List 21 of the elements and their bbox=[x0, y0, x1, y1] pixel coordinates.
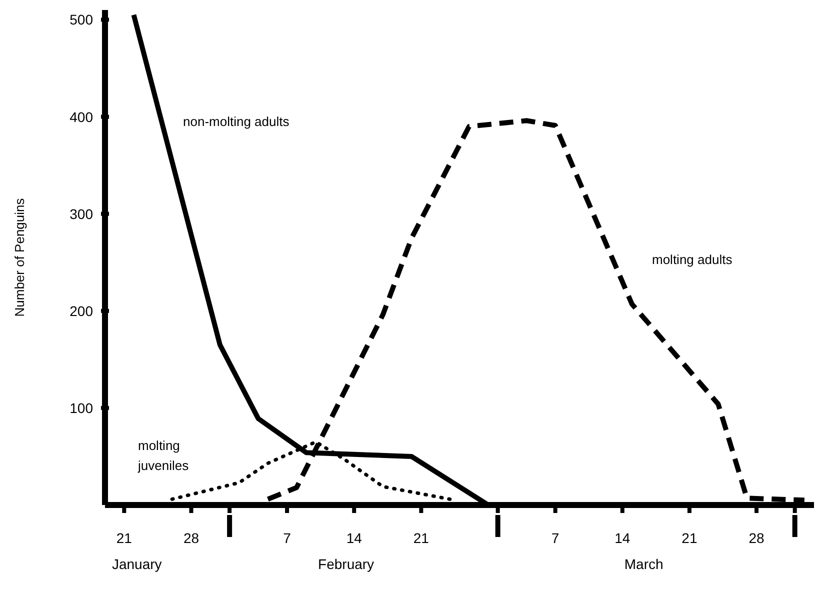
x-tick-label: 28 bbox=[748, 530, 765, 546]
series-label: molting juveniles bbox=[138, 437, 190, 475]
x-tick-label: 7 bbox=[283, 530, 292, 546]
text: molting adults bbox=[652, 251, 734, 269]
x-tick-label: 21 bbox=[413, 530, 430, 546]
series-label: non-molting adults bbox=[183, 113, 290, 131]
y-tick-label: 400 bbox=[70, 108, 94, 125]
x-tick-label: 21 bbox=[682, 530, 698, 546]
x-tick-label: 28 bbox=[183, 530, 200, 546]
y-tick-label: 200 bbox=[70, 302, 94, 319]
text: February bbox=[317, 555, 376, 573]
x-tick-label: 21 bbox=[116, 530, 132, 546]
x-tick-label: 14 bbox=[346, 530, 362, 546]
text: January bbox=[110, 555, 163, 573]
x-tick-label: 7 bbox=[551, 530, 560, 546]
y-axis-title: Number of Penguins bbox=[12, 198, 27, 317]
text: March bbox=[623, 555, 664, 573]
y-tick-label: 500 bbox=[70, 12, 94, 28]
y-tick-label: 300 bbox=[70, 206, 94, 222]
y-tick-label: 100 bbox=[70, 400, 94, 416]
x-tick-label: 14 bbox=[614, 530, 630, 546]
